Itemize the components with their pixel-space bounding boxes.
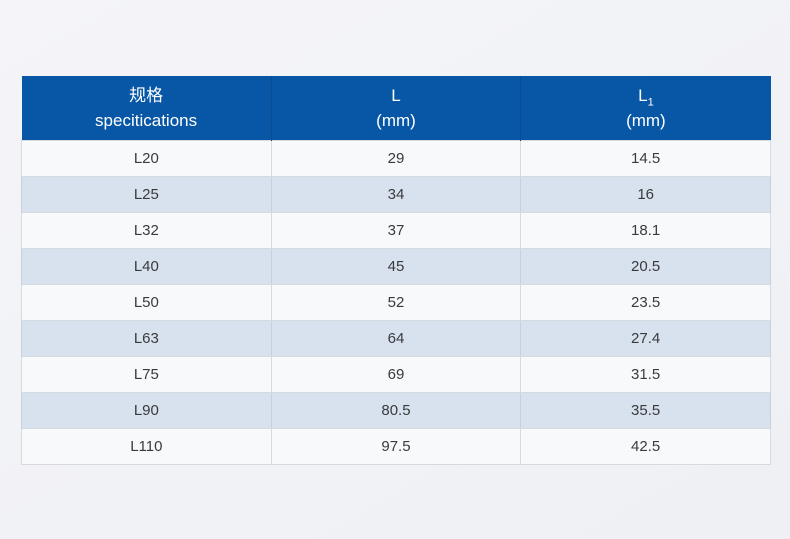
table-header: 规格 specitications L (mm) L1 (mm)	[21, 76, 771, 141]
table-row: L110 97.5 42.5	[21, 428, 771, 465]
header-line1: L	[391, 85, 401, 105]
cell-L-value: 34	[270, 176, 522, 213]
cell-L1-value: 35.5	[520, 392, 771, 429]
table-row: L90 80.5 35.5	[21, 392, 771, 429]
table-row: L50 52 23.5	[21, 284, 771, 321]
table-row: L40 45 20.5	[21, 248, 771, 285]
header-line1: L	[638, 85, 648, 105]
cell-specification: L90	[21, 392, 272, 429]
cell-L1-value: 31.5	[520, 356, 771, 393]
cell-L-value: 97.5	[270, 428, 522, 465]
cell-L-value: 80.5	[270, 392, 522, 429]
table-row: L20 29 14.5	[21, 140, 771, 177]
specifications-table: 规格 specitications L (mm) L1 (mm) L20 29 …	[21, 76, 771, 465]
cell-L1-value: 18.1	[520, 212, 771, 249]
header-line1: 规格	[129, 85, 164, 105]
cell-L-value: 64	[270, 320, 522, 357]
cell-specification: L75	[21, 356, 272, 393]
header-subscript: 1	[647, 95, 654, 108]
header-row: 规格 specitications L (mm) L1 (mm)	[21, 76, 771, 141]
cell-specification: L32	[21, 212, 272, 249]
table-row: L25 34 16	[21, 176, 771, 213]
cell-L1-value: 14.5	[520, 140, 771, 177]
header-line2: (mm)	[376, 111, 416, 130]
cell-L-value: 52	[270, 284, 522, 321]
header-cell-L1: L1 (mm)	[520, 76, 771, 141]
cell-specification: L40	[21, 248, 272, 285]
cell-L-value: 45	[270, 248, 522, 285]
table-row: L75 69 31.5	[21, 356, 771, 393]
cell-specification: L50	[21, 284, 272, 321]
table-body: L20 29 14.5 L25 34 16 L32 37 18.1 L40 45…	[21, 140, 771, 465]
table-row: L63 64 27.4	[21, 320, 771, 357]
header-line2: specitications	[95, 111, 198, 130]
header-cell-L: L (mm)	[271, 76, 522, 141]
cell-specification: L20	[21, 140, 272, 177]
cell-specification: L110	[21, 428, 272, 465]
header-cell-specifications: 规格 specitications	[21, 76, 272, 141]
specifications-table-container: 规格 specitications L (mm) L1 (mm) L20 29 …	[21, 76, 771, 465]
cell-specification: L25	[21, 176, 272, 213]
cell-L-value: 29	[270, 140, 522, 177]
header-line2: (mm)	[626, 111, 666, 130]
cell-L1-value: 23.5	[520, 284, 771, 321]
cell-L-value: 37	[270, 212, 522, 249]
cell-L1-value: 20.5	[520, 248, 771, 285]
cell-L1-value: 16	[520, 176, 771, 213]
cell-specification: L63	[21, 320, 272, 357]
table-row: L32 37 18.1	[21, 212, 771, 249]
cell-L-value: 69	[270, 356, 522, 393]
cell-L1-value: 27.4	[520, 320, 771, 357]
cell-L1-value: 42.5	[520, 428, 771, 465]
